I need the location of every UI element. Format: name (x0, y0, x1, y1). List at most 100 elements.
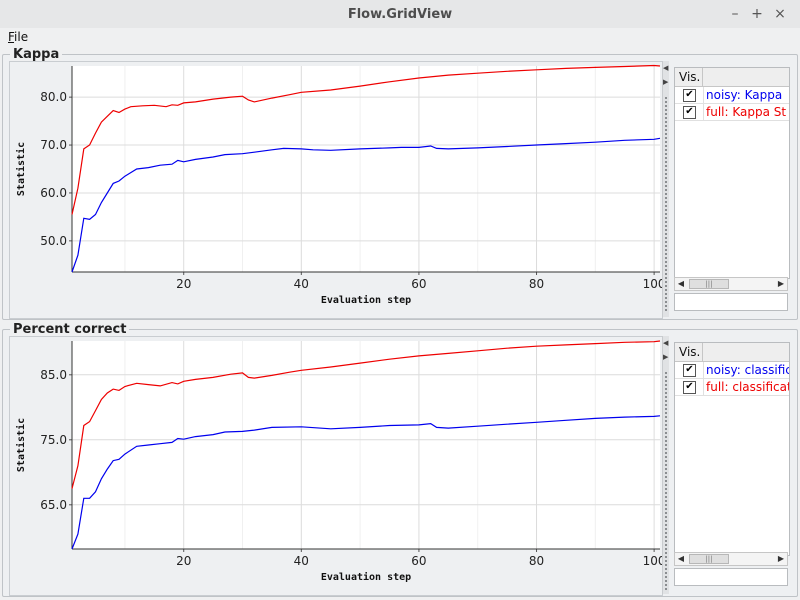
splitter-grip-dot (665, 97, 667, 99)
splitter-handle[interactable]: ◀ ▶ (662, 336, 669, 594)
legend-series-label: noisy: classific (703, 362, 789, 378)
splitter-grip-dot (665, 408, 667, 410)
menu-file-mnemonic: F (8, 30, 15, 44)
legend-horizontal-scrollbar[interactable]: ◀ ||| ▶ (674, 277, 788, 291)
splitter-grip-dot (665, 209, 667, 211)
splitter-grip-dot (665, 173, 667, 175)
splitter-handle[interactable]: ◀ ▶ (662, 61, 669, 317)
splitter-grip-dot (665, 277, 667, 279)
splitter-grip-dot (665, 125, 667, 127)
collapse-left-icon[interactable]: ◀ (663, 339, 669, 347)
splitter-grip-dot (665, 245, 667, 247)
splitter-grip-dot (665, 141, 667, 143)
scroll-thumb[interactable]: ||| (689, 554, 729, 564)
menu-file[interactable]: File (8, 30, 28, 44)
splitter-grip-dot (665, 520, 667, 522)
splitter-grip-dot (665, 488, 667, 490)
splitter-grip-dot (665, 528, 667, 530)
legend-filter-input[interactable] (674, 293, 788, 311)
splitter-grip-dot (665, 492, 667, 494)
splitter-grip-dot (665, 376, 667, 378)
scroll-left-icon[interactable]: ◀ (677, 554, 685, 563)
legend-header-vis: Vis. (675, 343, 703, 361)
splitter-grip-dot (665, 221, 667, 223)
splitter-grip-dot (665, 133, 667, 135)
visibility-checkbox[interactable]: ✔ (683, 89, 696, 102)
legend-table: Vis. ✔ noisy: classific ✔ full: classifi… (674, 342, 790, 556)
splitter-grip-dot (665, 193, 667, 195)
splitter-grip-dot (665, 448, 667, 450)
splitter-grip-dot (665, 269, 667, 271)
panel-title: Percent correct (10, 322, 130, 337)
legend-row[interactable]: ✔ full: Kappa St (675, 104, 789, 121)
splitter-grip-dot (665, 536, 667, 538)
splitter-grip-dot (665, 524, 667, 526)
y-tick-label: 60.0 (40, 186, 67, 200)
splitter-grip-dot (665, 472, 667, 474)
splitter-grip-dot (665, 388, 667, 390)
visibility-checkbox[interactable]: ✔ (683, 381, 696, 394)
splitter-grip-dot (665, 305, 667, 307)
scroll-left-icon[interactable]: ◀ (677, 279, 685, 288)
splitter-grip-dot (665, 572, 667, 574)
x-tick-label: 60 (411, 554, 426, 568)
splitter-grip-dot (665, 564, 667, 566)
splitter-grip-dot (665, 169, 667, 171)
x-tick-label: 80 (529, 277, 544, 291)
splitter-grip-dot (665, 580, 667, 582)
splitter-grip-dot (665, 516, 667, 518)
splitter-grip-dot (665, 265, 667, 267)
collapse-right-icon[interactable]: ▶ (663, 78, 669, 86)
splitter-grip-dot (665, 201, 667, 203)
splitter-grip-dot (665, 440, 667, 442)
splitter-grip-dot (665, 249, 667, 251)
menu-file-label: ile (14, 30, 29, 44)
splitter-grip-dot (665, 372, 667, 374)
splitter-grip-dot (665, 396, 667, 398)
legend-horizontal-scrollbar[interactable]: ◀ ||| ▶ (674, 552, 788, 566)
x-axis-label: Evaluation step (321, 294, 411, 306)
plot-background (72, 341, 660, 549)
splitter-grip-dot (665, 153, 667, 155)
maximize-button[interactable]: + (751, 6, 763, 22)
y-tick-label: 50.0 (40, 234, 67, 248)
kappa-chart: 20 40 60 80 100 50.0 60.0 70.0 80.0 Evaluation st… (15, 64, 662, 306)
splitter-grip-dot (665, 273, 667, 275)
splitter-grip-dot (665, 121, 667, 123)
x-tick-label: 40 (294, 277, 309, 291)
scroll-right-icon[interactable]: ▶ (777, 554, 785, 563)
scroll-thumb[interactable]: ||| (689, 279, 729, 289)
splitter-grip-dot (665, 145, 667, 147)
splitter-grip-dot (665, 464, 667, 466)
splitter-grip-dot (665, 281, 667, 283)
splitter-grip-dot (665, 436, 667, 438)
scroll-right-icon[interactable]: ▶ (777, 279, 785, 288)
collapse-left-icon[interactable]: ◀ (663, 64, 669, 72)
splitter-grip-dot (665, 400, 667, 402)
legend-filter-input[interactable] (674, 568, 788, 586)
legend-row[interactable]: ✔ full: classificat (675, 379, 789, 396)
visibility-checkbox[interactable]: ✔ (683, 364, 696, 377)
splitter-grip-dot (665, 424, 667, 426)
splitter-grip-dot (665, 149, 667, 151)
splitter-grip-dot (665, 293, 667, 295)
splitter-grip-dot (665, 285, 667, 287)
splitter-grip-dot (665, 380, 667, 382)
collapse-right-icon[interactable]: ▶ (663, 353, 669, 361)
percent-correct-chart: 20 40 60 80 100 65.0 75.0 85.0 Evaluation step St… (15, 340, 662, 583)
close-button[interactable]: × (774, 6, 786, 22)
splitter-grip-dot (665, 544, 667, 546)
legend-row[interactable]: ✔ noisy: classific (675, 362, 789, 379)
minimize-button[interactable]: – (731, 6, 739, 22)
series-line (71, 64, 661, 215)
splitter-grip-dot (665, 480, 667, 482)
chart-area: 20 40 60 80 100 50.0 60.0 70.0 80.0 Evaluation st… (9, 61, 663, 319)
splitter-grip-dot (665, 213, 667, 215)
splitter-grip-dot (665, 504, 667, 506)
legend-row[interactable]: ✔ noisy: Kappa (675, 87, 789, 104)
title-bar: Flow.GridView – + × (0, 0, 800, 29)
visibility-checkbox[interactable]: ✔ (683, 106, 696, 119)
splitter-grip-dot (665, 217, 667, 219)
splitter-grip-dot (665, 157, 667, 159)
splitter-grip-dot (665, 392, 667, 394)
